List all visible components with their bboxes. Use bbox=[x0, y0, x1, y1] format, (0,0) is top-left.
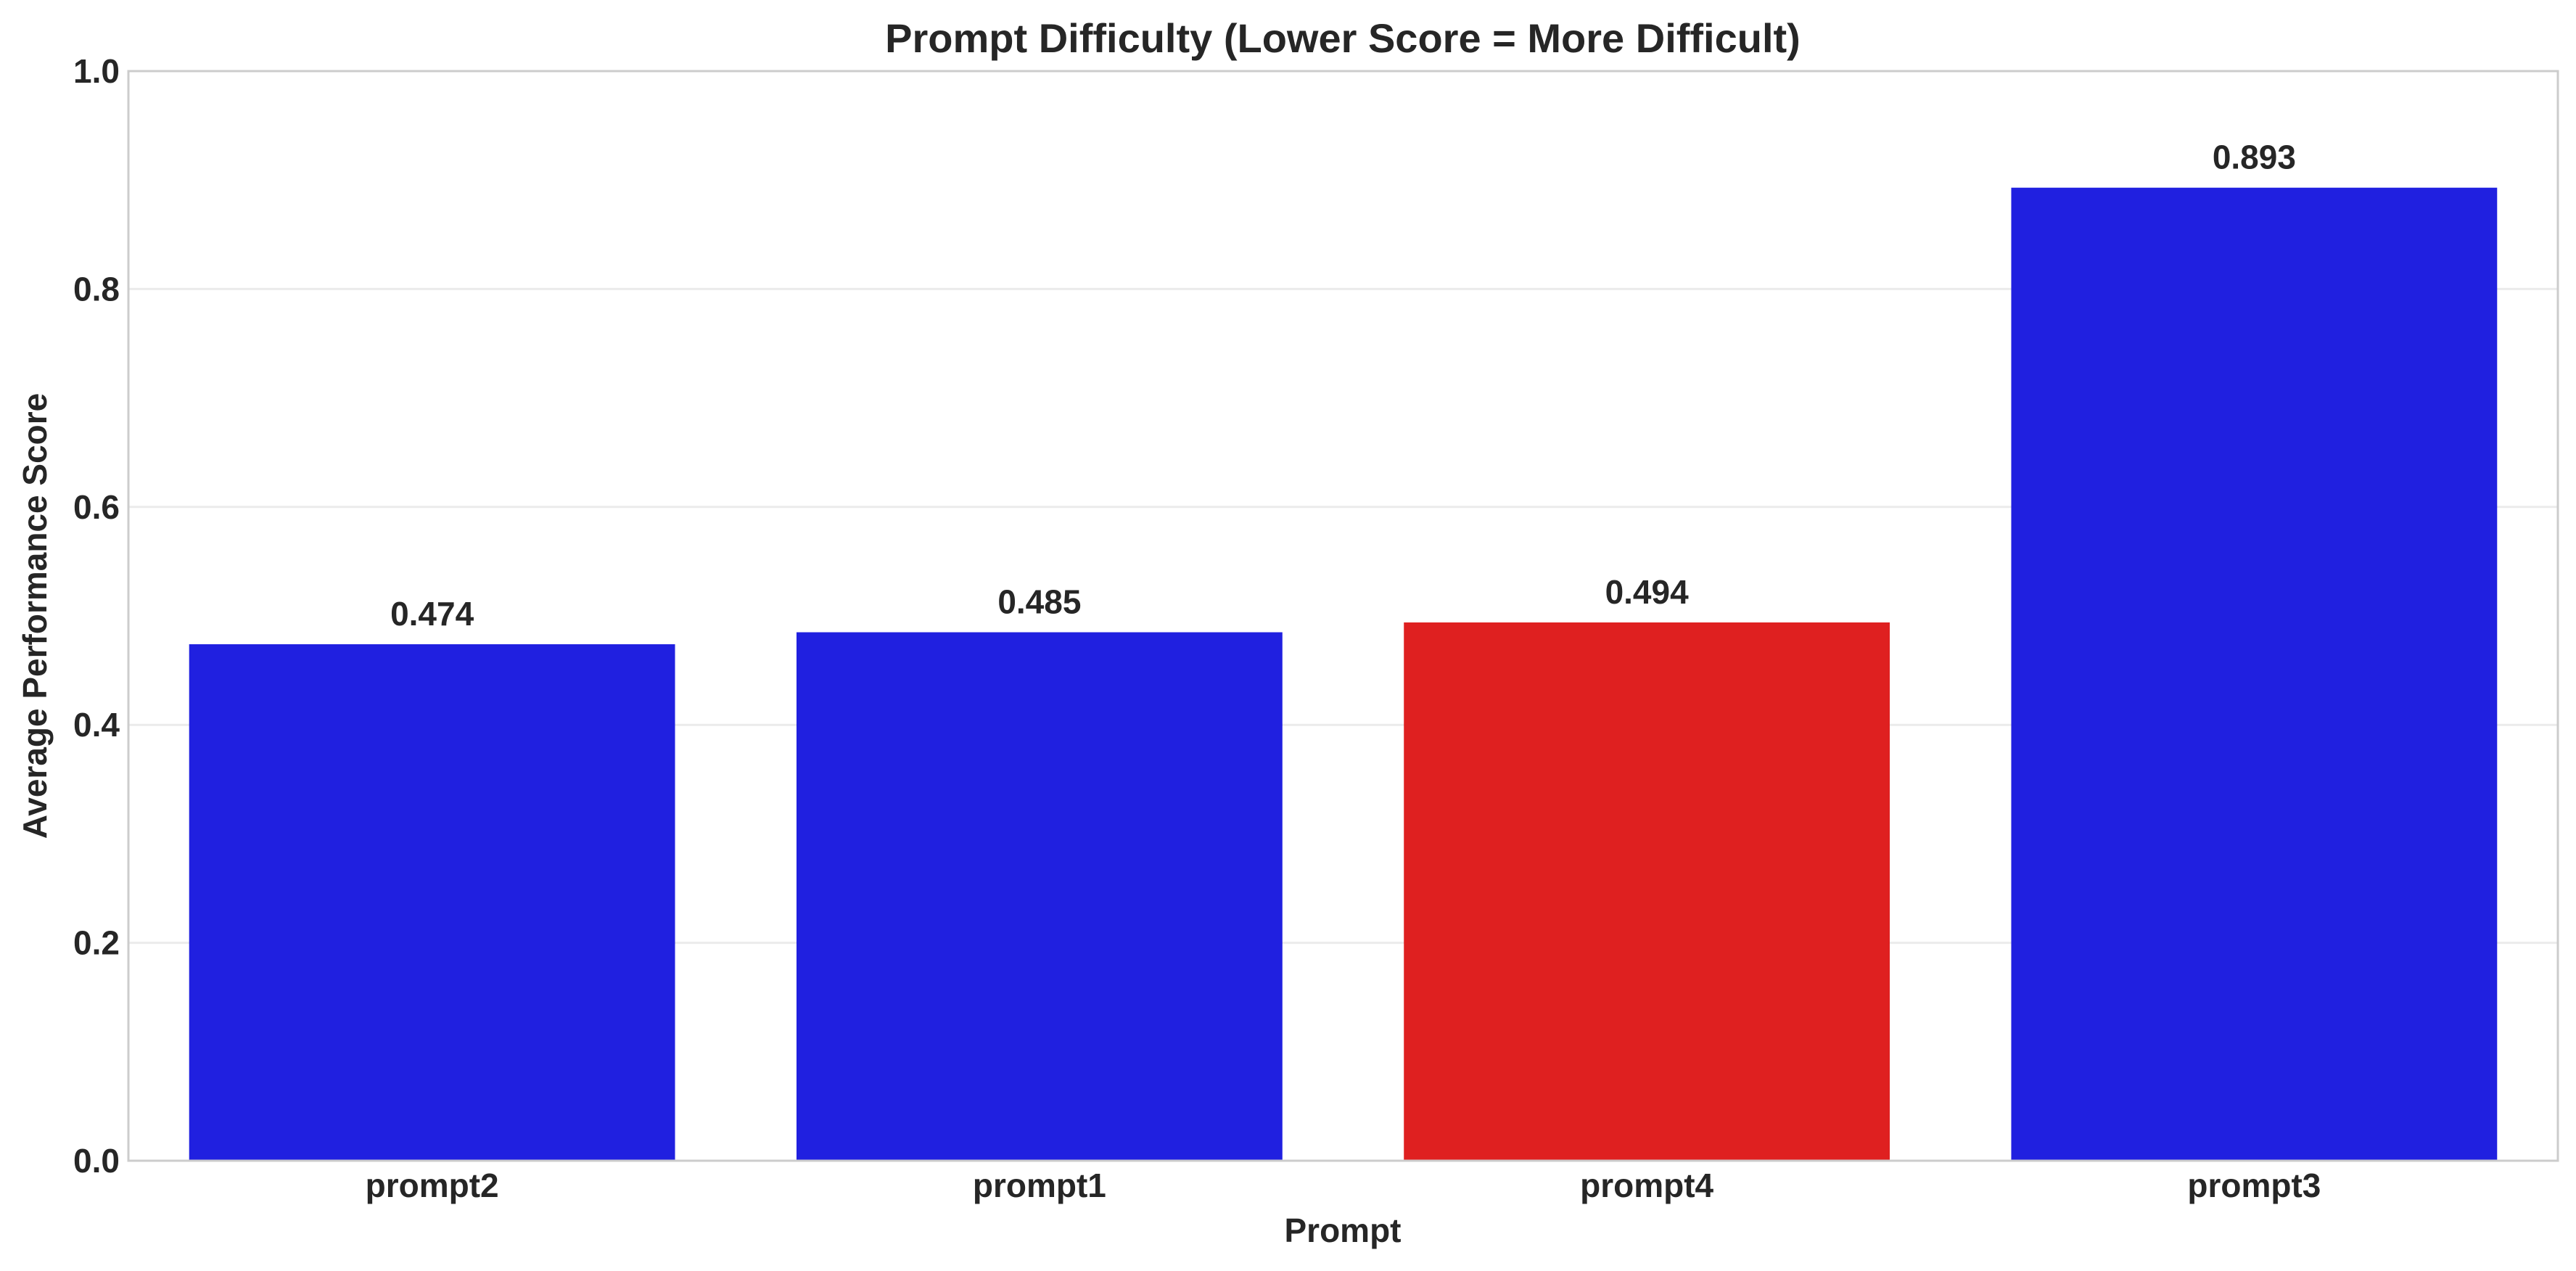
x-tick-label: prompt3 bbox=[2187, 1167, 2321, 1204]
data-label-prompt3: 0.893 bbox=[2213, 139, 2296, 176]
plot-frame bbox=[127, 70, 2559, 1162]
y-axis-label: Average Performance Score bbox=[16, 393, 54, 839]
bar-prompt4 bbox=[1404, 622, 1890, 1161]
data-label-prompt4: 0.494 bbox=[1605, 573, 1690, 611]
x-tick-label: prompt4 bbox=[1580, 1167, 1713, 1204]
y-tick-label: 0.2 bbox=[73, 924, 120, 962]
y-tick-label: 0.6 bbox=[73, 488, 120, 526]
bars bbox=[189, 187, 2498, 1161]
x-axis-label: Prompt bbox=[1285, 1212, 1402, 1249]
y-tick-label: 0.4 bbox=[73, 706, 120, 744]
y-tick-label: 0.8 bbox=[73, 270, 120, 308]
x-tick-label: prompt2 bbox=[366, 1167, 499, 1204]
bar-prompt2 bbox=[189, 644, 675, 1161]
bar-prompt3 bbox=[2011, 187, 2498, 1161]
x-tick-label: prompt1 bbox=[973, 1167, 1106, 1204]
data-label-prompt1: 0.485 bbox=[997, 583, 1081, 621]
x-axis-ticks: prompt2 prompt1 prompt4 prompt3 bbox=[366, 1167, 2321, 1204]
data-labels: 0.474 0.485 0.494 0.893 bbox=[390, 139, 2296, 633]
y-tick-label: 1.0 bbox=[73, 52, 120, 90]
data-label-prompt2: 0.474 bbox=[390, 595, 474, 633]
bar-prompt1 bbox=[796, 632, 1283, 1161]
y-tick-label: 0.0 bbox=[73, 1142, 120, 1180]
chart-title: Prompt Difficulty (Lower Score = More Di… bbox=[885, 15, 1801, 61]
y-axis-ticks: 0.0 0.2 0.4 0.6 0.8 1.0 bbox=[73, 52, 120, 1180]
